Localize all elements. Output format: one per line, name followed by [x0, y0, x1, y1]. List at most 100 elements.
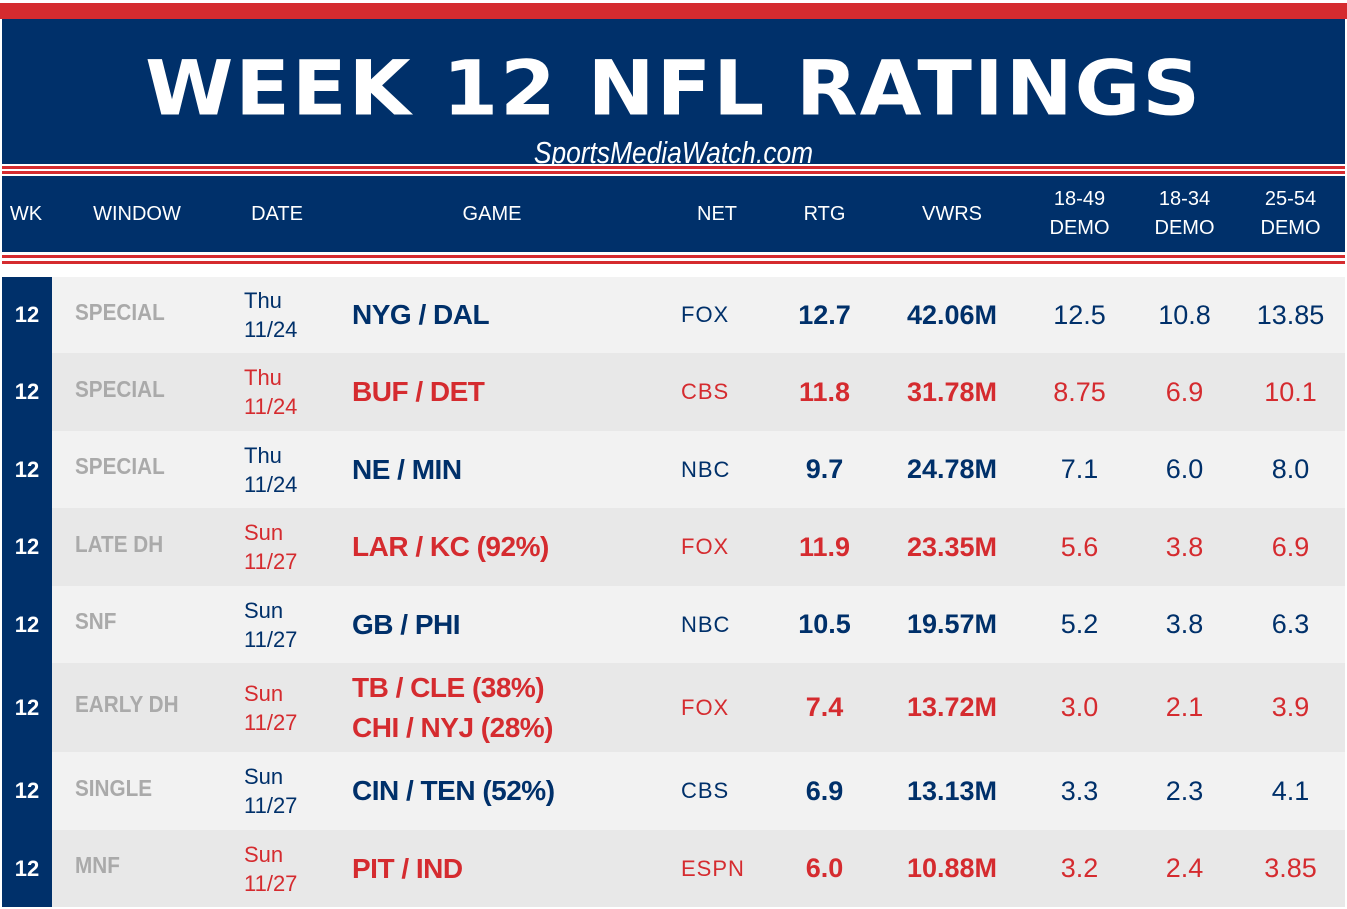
- column-header: GAME: [362, 176, 622, 252]
- date-cell: Sun 11/27: [244, 520, 298, 574]
- d1849-cell: 5.6: [1060, 531, 1099, 562]
- network-cell: NBC: [681, 611, 731, 637]
- top-red-bar: [0, 3, 1347, 19]
- game-cell: GB / PHI: [352, 608, 461, 640]
- column-header: DATE: [222, 176, 332, 252]
- table-header: WK WINDOW DATE GAME NET RTG VWRS 18-49 DEMO 18-34…: [2, 176, 1345, 252]
- rtg-cell: 12.7: [798, 299, 851, 330]
- d1834-cell: 3.8: [1165, 609, 1204, 639]
- d1849-cell: 7.1: [1060, 454, 1099, 484]
- d2554-cell: 13.85: [1256, 299, 1325, 330]
- rtg-cell: 11.9: [798, 531, 851, 562]
- date-cell: Thu 11/24: [244, 442, 298, 497]
- window-cell: LATE DH: [75, 530, 164, 557]
- vwrs-cell: 24.78M: [906, 454, 998, 484]
- d2554-cell: 6.3: [1271, 609, 1310, 639]
- table-row: 12 SINGLE Sun 11/27 CIN / TEN (52%) CBS 6.9 13.…: [2, 752, 1345, 830]
- ratings-table: 12 SPECIAL Thu 11/24 NYG / DAL FOX 12.7 42.06M 1…: [2, 277, 1345, 907]
- table-row: 12 EARLY DH Sun 11/27 TB / CLE (38%) CHI / NY…: [2, 663, 1345, 752]
- d1834-cell: 6.0: [1165, 454, 1204, 484]
- column-header-line: DATE: [251, 202, 303, 225]
- network-cell: FOX: [681, 534, 730, 559]
- network-cell: FOX: [681, 694, 730, 720]
- week-cell: 12: [2, 663, 52, 752]
- d1834-cell: 2.4: [1165, 853, 1204, 883]
- site-name: SportsMediaWatch.com: [533, 135, 814, 170]
- date-cell: Sun 11/27: [244, 764, 298, 818]
- column-header-line: GAME: [462, 202, 522, 225]
- divider: [2, 171, 1345, 174]
- window-cell: SNF: [75, 608, 117, 634]
- table-row: 12 SPECIAL Thu 11/24 NYG / DAL FOX 12.7 42.06M 1…: [2, 277, 1345, 353]
- title-banner: WEEK 12 NFL RATINGS SportsMediaWatch.com: [2, 19, 1345, 170]
- window-cell: EARLY DH: [75, 691, 179, 717]
- d1849-cell: 3.0: [1060, 692, 1099, 722]
- window-cell: SPECIAL: [75, 298, 165, 325]
- week-cell: 12: [2, 752, 52, 830]
- column-header-line: 18-34 DEMO: [1154, 188, 1215, 239]
- table-row: 12 SPECIAL Thu 11/24 BUF / DET CBS 11.8 31.78M 8…: [2, 353, 1345, 431]
- rtg-cell: 10.5: [798, 609, 851, 639]
- window-cell: MNF: [75, 852, 120, 878]
- date-cell: Sun 11/27: [244, 597, 298, 652]
- date-cell: Thu 11/24: [244, 365, 298, 419]
- window-cell: SPECIAL: [75, 453, 165, 479]
- week-cell: 12: [2, 586, 52, 663]
- column-header-line: 25-54 DEMO: [1260, 188, 1321, 239]
- column-header: 25-54 DEMO: [1238, 176, 1343, 252]
- rtg-cell: 9.7: [805, 454, 844, 484]
- divider: [2, 255, 1345, 258]
- column-header-line: VWRS: [922, 202, 982, 225]
- window-cell: SPECIAL: [75, 375, 165, 402]
- date-cell: Thu 11/24: [244, 288, 298, 342]
- window-cell: SINGLE: [75, 774, 153, 801]
- d2554-cell: 3.9: [1271, 692, 1310, 722]
- vwrs-cell: 23.35M: [906, 531, 998, 562]
- game-cell: BUF / DET: [352, 376, 485, 407]
- d2554-cell: 4.1: [1271, 775, 1310, 806]
- d2554-cell: 6.9: [1271, 531, 1310, 562]
- d1849-cell: 3.3: [1060, 775, 1099, 806]
- network-cell: CBS: [681, 778, 730, 803]
- d2554-cell: 3.85: [1264, 853, 1317, 883]
- page-title: WEEK 12 NFL RATINGS: [145, 44, 1202, 133]
- table-row: 12 SPECIAL Thu 11/24 NE / MIN NBC 9.7 24.78M 7.1…: [2, 431, 1345, 508]
- week-cell: 12: [2, 508, 52, 586]
- column-header: WINDOW: [72, 176, 202, 252]
- game-cell: TB / CLE (38%) CHI / NYJ (28%): [352, 671, 554, 743]
- date-cell: Sun 11/27: [244, 841, 298, 896]
- network-cell: ESPN: [681, 855, 745, 881]
- divider: [2, 261, 1345, 264]
- d1849-cell: 5.2: [1060, 609, 1099, 639]
- game-cell: PIT / IND: [352, 852, 463, 884]
- column-header-line: 18-49 DEMO: [1049, 188, 1110, 239]
- d1849-cell: 8.75: [1053, 376, 1106, 407]
- rtg-cell: 6.0: [805, 853, 844, 883]
- vwrs-cell: 13.13M: [906, 775, 998, 806]
- week-cell: 12: [2, 353, 52, 431]
- column-header: 18-34 DEMO: [1132, 176, 1237, 252]
- vwrs-cell: 13.72M: [906, 692, 998, 722]
- rtg-cell: 11.8: [798, 376, 851, 407]
- date-cell: Sun 11/27: [244, 680, 298, 735]
- vwrs-cell: 19.57M: [906, 609, 998, 639]
- game-cell: NYG / DAL: [352, 299, 490, 330]
- d1849-cell: 12.5: [1053, 299, 1106, 330]
- d1849-cell: 3.2: [1060, 853, 1099, 883]
- column-header: VWRS: [882, 176, 1022, 252]
- d1834-cell: 10.8: [1158, 299, 1211, 330]
- network-cell: CBS: [681, 379, 730, 404]
- table-row: 12 SNF Sun 11/27 GB / PHI NBC 10.5 19.57M 5.2 3.8…: [2, 586, 1345, 663]
- column-header-line: NET: [697, 202, 737, 225]
- d2554-cell: 10.1: [1264, 376, 1317, 407]
- network-cell: FOX: [681, 302, 730, 327]
- d1834-cell: 2.3: [1165, 775, 1204, 806]
- column-header: WK: [2, 176, 50, 252]
- rtg-cell: 7.4: [805, 692, 844, 722]
- divider: [2, 166, 1345, 169]
- table-row: 12 LATE DH Sun 11/27 LAR / KC (92%) FOX 11.9 23…: [2, 508, 1345, 586]
- game-cell: LAR / KC (92%): [352, 531, 549, 562]
- table-row: 12 MNF Sun 11/27 PIT / IND ESPN 6.0 10.88M 3.2 2.…: [2, 830, 1345, 907]
- week-cell: 12: [2, 277, 52, 353]
- network-cell: NBC: [681, 456, 731, 482]
